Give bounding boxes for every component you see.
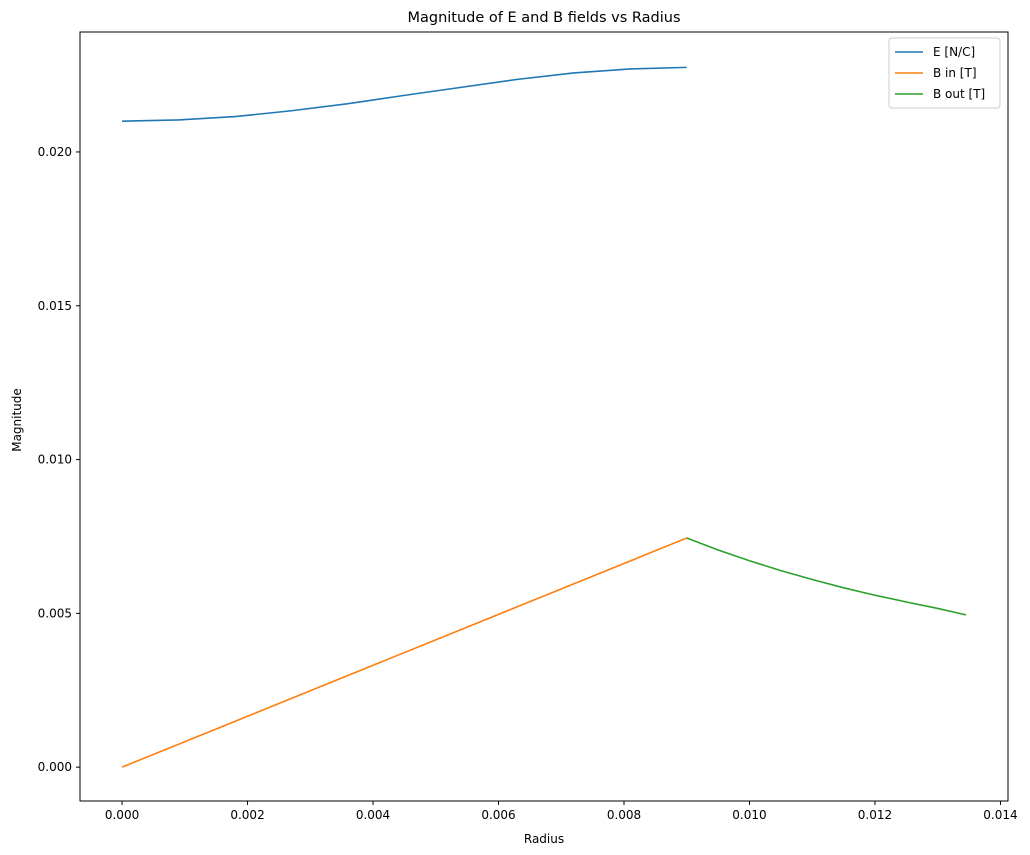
legend-box (888, 37, 1001, 109)
legend-label: B out [T] (933, 87, 985, 101)
x-axis: 0.000 0.002 0.004 0.006 0.008 0.010 0.012 0.014 (105, 801, 1018, 822)
x-axis-label: Radius (524, 832, 564, 846)
x-tick-label: 0.008 (607, 808, 641, 822)
chart-title: Magnitude of E and B fields vs Radius (407, 10, 680, 26)
legend-label: B in [T] (933, 66, 977, 80)
y-axis: 0.000 0.005 0.010 0.015 0.020 (38, 145, 80, 774)
x-tick-label: 0.004 (356, 808, 390, 822)
y-tick-label: 0.005 (38, 606, 72, 620)
y-axis-label: Magnitude (10, 388, 24, 452)
series-line-0 (122, 66, 687, 122)
x-tick-label: 0.006 (481, 808, 515, 822)
plot-frame (79, 31, 1009, 802)
x-tick-label: 0.014 (983, 808, 1017, 822)
series-line-1 (121, 537, 688, 768)
x-tick-label: 0.002 (230, 808, 264, 822)
y-tick-label: 0.010 (38, 453, 72, 467)
x-tick-label: 0.012 (858, 808, 892, 822)
x-tick-label: 0.000 (105, 808, 139, 822)
x-tick-label: 0.010 (732, 808, 766, 822)
legend: E [N/C] B in [T] B out [T] (888, 37, 1001, 109)
y-tick-label: 0.020 (38, 145, 72, 159)
plot-area (79, 31, 1009, 802)
legend-label: E [N/C] (933, 45, 975, 59)
series-line-2 (686, 537, 967, 616)
y-tick-label: 0.000 (38, 760, 72, 774)
y-tick-label: 0.015 (38, 299, 72, 313)
